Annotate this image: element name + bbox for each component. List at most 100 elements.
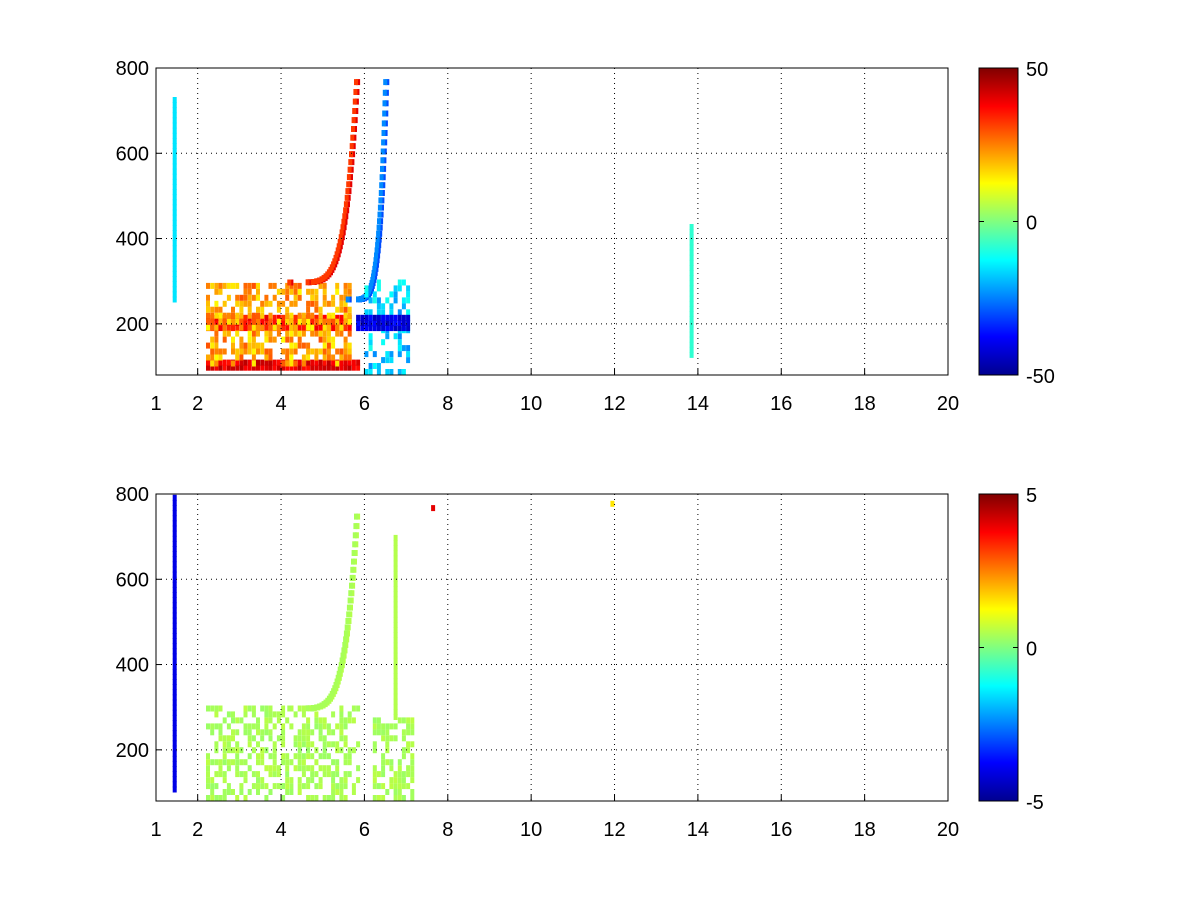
heatmap-cell xyxy=(272,723,277,730)
heatmap-cell xyxy=(381,759,386,766)
heatmap-cell xyxy=(385,729,390,736)
heatmap-cell xyxy=(297,741,302,748)
heatmap-cell xyxy=(401,279,406,286)
heatmap-cell xyxy=(285,306,290,313)
heatmap-cell xyxy=(289,789,294,795)
heatmap-cell xyxy=(247,364,252,371)
heatmap-cell xyxy=(247,312,252,319)
heatmap-cell xyxy=(287,279,292,286)
heatmap-cell xyxy=(264,354,269,361)
heatmap-cell xyxy=(381,139,386,146)
y-tick-label: 400 xyxy=(116,655,149,677)
heatmap-cell xyxy=(210,282,215,289)
heatmap-cell xyxy=(306,324,311,331)
heatmap-cell xyxy=(372,777,377,784)
heatmap-cell xyxy=(264,336,269,343)
heatmap-cell xyxy=(318,717,323,724)
heatmap-cell xyxy=(335,789,340,795)
heatmap-cell xyxy=(247,359,252,366)
heatmap-cell xyxy=(310,777,315,784)
heatmap-cell xyxy=(360,314,365,321)
heatmap-cell xyxy=(297,312,302,319)
heatmap-cell xyxy=(372,717,377,724)
heatmap-cell xyxy=(210,318,215,325)
heatmap-cell xyxy=(373,269,378,276)
x-tick-label: 12 xyxy=(603,393,625,415)
heatmap-cell xyxy=(339,320,344,326)
heatmap-cell xyxy=(406,309,411,316)
heatmap-cell xyxy=(375,257,380,264)
heatmap-cell xyxy=(226,312,231,319)
heatmap-cell xyxy=(293,765,298,772)
heatmap-cell xyxy=(231,729,235,736)
heatmap-cell xyxy=(172,540,177,547)
heatmap-cell xyxy=(331,759,336,766)
heatmap-cell xyxy=(341,647,346,654)
heatmap-cell xyxy=(206,359,210,366)
heatmap-cell xyxy=(289,364,294,371)
y-tick-label: 400 xyxy=(116,229,149,251)
heatmap-cell xyxy=(239,294,244,301)
heatmap-cell xyxy=(218,282,223,289)
heatmap-cell xyxy=(345,188,350,195)
heatmap-cell xyxy=(343,636,348,643)
heatmap-cell xyxy=(218,359,223,366)
heatmap-cell xyxy=(339,359,344,366)
heatmap-cell xyxy=(306,741,311,748)
heatmap-cell xyxy=(348,159,353,166)
heatmap-cell xyxy=(393,333,398,340)
heatmap-cell xyxy=(338,243,343,250)
heatmap-cell xyxy=(222,735,227,742)
heatmap-cell xyxy=(276,359,281,366)
heatmap-cell xyxy=(260,306,265,313)
heatmap-cell xyxy=(306,717,311,724)
heatmap-cell xyxy=(251,723,256,730)
bottom-heatmap xyxy=(172,494,615,801)
heatmap-cell xyxy=(381,174,386,181)
heatmap-cell xyxy=(381,753,386,760)
heatmap-cell xyxy=(235,300,240,307)
heatmap-cell xyxy=(334,685,339,692)
heatmap-cell xyxy=(231,360,235,367)
heatmap-cell xyxy=(310,320,315,326)
heatmap-cell xyxy=(272,314,277,321)
heatmap-cell xyxy=(326,336,331,343)
heatmap-cell xyxy=(172,740,177,747)
heatmap-cell xyxy=(406,325,411,332)
heatmap-cell xyxy=(172,183,177,190)
heatmap-cell xyxy=(689,326,694,333)
heatmap-cell xyxy=(335,360,340,367)
heatmap-cell xyxy=(214,348,219,355)
heatmap-cell xyxy=(218,729,223,736)
heatmap-cell xyxy=(268,330,273,337)
heatmap-cell xyxy=(235,354,240,361)
heatmap-cell xyxy=(322,795,327,801)
heatmap-cell xyxy=(231,336,235,343)
heatmap-cell xyxy=(381,795,386,801)
heatmap-cell xyxy=(335,783,340,790)
heatmap-cell xyxy=(397,795,402,801)
x-tick-label: 10 xyxy=(520,393,542,415)
heatmap-cell xyxy=(335,318,340,325)
heatmap-cell xyxy=(268,300,273,307)
heatmap-cell xyxy=(326,312,331,319)
heatmap-cell xyxy=(318,336,323,343)
top-x-ticks: 1 2 4 6 8 10 12 14 16 18 20 xyxy=(150,369,959,415)
heatmap-cell xyxy=(335,282,340,289)
heatmap-cell xyxy=(235,771,240,778)
heatmap-cell xyxy=(293,288,298,295)
heatmap-cell xyxy=(689,341,694,348)
heatmap-cell xyxy=(410,723,415,730)
heatmap-cell xyxy=(335,723,340,730)
heatmap-cell xyxy=(322,288,327,295)
heatmap-cell xyxy=(251,324,256,331)
heatmap-cell xyxy=(172,658,177,665)
heatmap-cell xyxy=(340,224,345,231)
heatmap-cell xyxy=(331,771,336,778)
heatmap-cell xyxy=(354,79,358,86)
heatmap-cell xyxy=(172,592,177,598)
heatmap-cell xyxy=(256,312,260,319)
heatmap-cell xyxy=(243,705,248,712)
heatmap-cell xyxy=(385,723,390,730)
heatmap-cell xyxy=(314,783,319,790)
